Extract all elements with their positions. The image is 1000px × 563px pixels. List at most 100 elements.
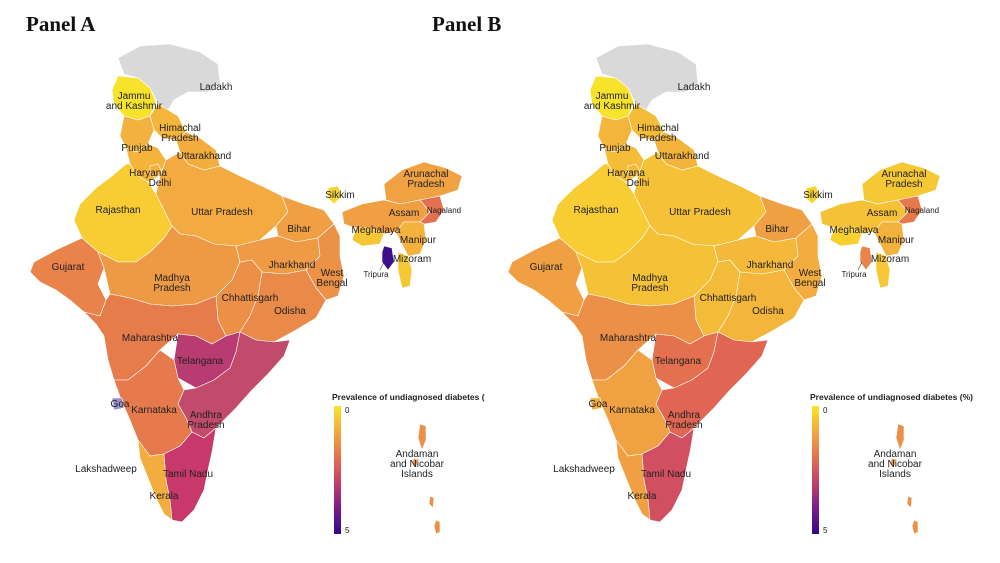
state-gujarat <box>507 237 585 317</box>
state-label: Odisha <box>274 306 306 317</box>
state-label: Pradesh <box>407 179 444 190</box>
state-label: Assam <box>867 208 898 219</box>
state-label: Rajasthan <box>95 205 140 216</box>
state-label: Pradesh <box>665 420 702 431</box>
state-mizoram <box>875 251 891 289</box>
legend-title: Prevalence of undiagnosed diabetes ( <box>332 392 485 402</box>
state-label: Jharkhand <box>269 260 316 271</box>
state-goa <box>111 397 125 411</box>
state-label: Uttarakhand <box>655 151 709 162</box>
state-label: Gujarat <box>52 262 85 273</box>
state-label: Jammu <box>118 91 151 102</box>
state-label: Kerala <box>150 491 179 502</box>
state-label: Manipur <box>878 235 915 246</box>
state-islands <box>411 423 441 535</box>
state-label: Karnataka <box>609 405 655 416</box>
state-label: Andaman <box>874 449 917 460</box>
state-label: Meghalaya <box>830 225 879 236</box>
state-label: Goa <box>111 399 130 410</box>
state-label: Bengal <box>316 278 347 289</box>
state-label: Tripura <box>363 270 389 279</box>
state-manipur <box>873 221 905 257</box>
state-label: Pradesh <box>153 283 190 294</box>
state-label: Uttar Pradesh <box>191 207 253 218</box>
state-label: Haryana <box>607 168 645 179</box>
state-label: Andhra <box>190 410 223 421</box>
state-label: Maharashtra <box>122 333 179 344</box>
state-label: West <box>799 268 822 279</box>
state-label: Nagaland <box>427 206 461 215</box>
state-label: and Kashmir <box>106 101 163 112</box>
state-kerala <box>137 438 173 521</box>
state-label: Odisha <box>752 306 784 317</box>
state-label: Sikkim <box>325 190 354 201</box>
color-legend: Prevalence of undiagnosed diabetes (%) 0 5 <box>810 392 973 535</box>
colorbar <box>334 406 341 534</box>
color-legend: Prevalence of undiagnosed diabetes (0 5 <box>332 392 485 535</box>
state-label: Punjab <box>599 143 631 154</box>
state-label: Bihar <box>287 224 311 235</box>
state-label: Gujarat <box>530 262 563 273</box>
state-label: Delhi <box>149 178 172 189</box>
state-label: Lakshadweep <box>553 464 615 475</box>
state-label: Pradesh <box>161 133 198 144</box>
state-label: Delhi <box>627 178 650 189</box>
state-label: Telangana <box>177 356 224 367</box>
state-meghalaya <box>829 227 863 247</box>
state-label: Punjab <box>121 143 153 154</box>
panel-b: Ladakh Jammu and Kashmir Himachal Pradesh Pun… <box>432 0 978 563</box>
state-label: West <box>321 268 344 279</box>
state-karnataka <box>591 349 671 457</box>
state-label: Andaman <box>396 449 439 460</box>
state-label: Assam <box>389 208 420 219</box>
legend-min-tick: 0 <box>823 406 828 415</box>
state-label: Maharashtra <box>600 333 657 344</box>
state-label: Bengal <box>794 278 825 289</box>
state-goa <box>589 397 603 411</box>
state-odisha <box>239 269 327 343</box>
state-wb <box>783 223 823 301</box>
state-label: Arunachal <box>881 169 926 180</box>
state-label: Islands <box>401 469 433 480</box>
state-label: Arunachal <box>403 169 448 180</box>
colorbar <box>812 406 819 534</box>
legend-title: Prevalence of undiagnosed diabetes (%) <box>810 392 973 402</box>
state-label: Chhattisgarh <box>700 293 757 304</box>
state-label: and Kashmir <box>584 101 641 112</box>
state-label: Nagaland <box>905 206 939 215</box>
state-nagaland <box>419 195 445 225</box>
leader-line <box>857 261 863 271</box>
state-label: Uttar Pradesh <box>669 207 731 218</box>
state-label: Uttarakhand <box>177 151 231 162</box>
state-label: Andhra <box>668 410 701 421</box>
panel-title: Panel A <box>26 12 96 36</box>
state-wb <box>305 223 345 301</box>
state-nagaland <box>897 195 923 225</box>
state-label: Lakshadweep <box>75 464 137 475</box>
state-gujarat <box>29 237 107 317</box>
leader-line <box>379 261 385 271</box>
state-karnataka <box>113 349 193 457</box>
state-label: Tamil Nadu <box>163 469 213 480</box>
state-mizoram <box>397 251 413 289</box>
state-label: Bihar <box>765 224 789 235</box>
state-label: Pradesh <box>639 133 676 144</box>
state-label: Islands <box>879 469 911 480</box>
panel-title: Panel B <box>432 12 502 36</box>
state-label: Madhya <box>154 273 190 284</box>
state-label: Himachal <box>159 123 201 134</box>
state-islands <box>889 423 919 535</box>
state-label: Mizoram <box>871 254 909 265</box>
state-label: Madhya <box>632 273 668 284</box>
state-delhi <box>149 163 163 179</box>
state-label: Tripura <box>841 270 867 279</box>
legend-max-tick: 5 <box>823 526 828 535</box>
state-label: Pradesh <box>885 179 922 190</box>
legend-max-tick: 5 <box>345 526 350 535</box>
state-label: Pradesh <box>631 283 668 294</box>
state-label: Jammu <box>596 91 629 102</box>
state-label: Goa <box>589 399 608 410</box>
state-delhi <box>627 163 641 179</box>
